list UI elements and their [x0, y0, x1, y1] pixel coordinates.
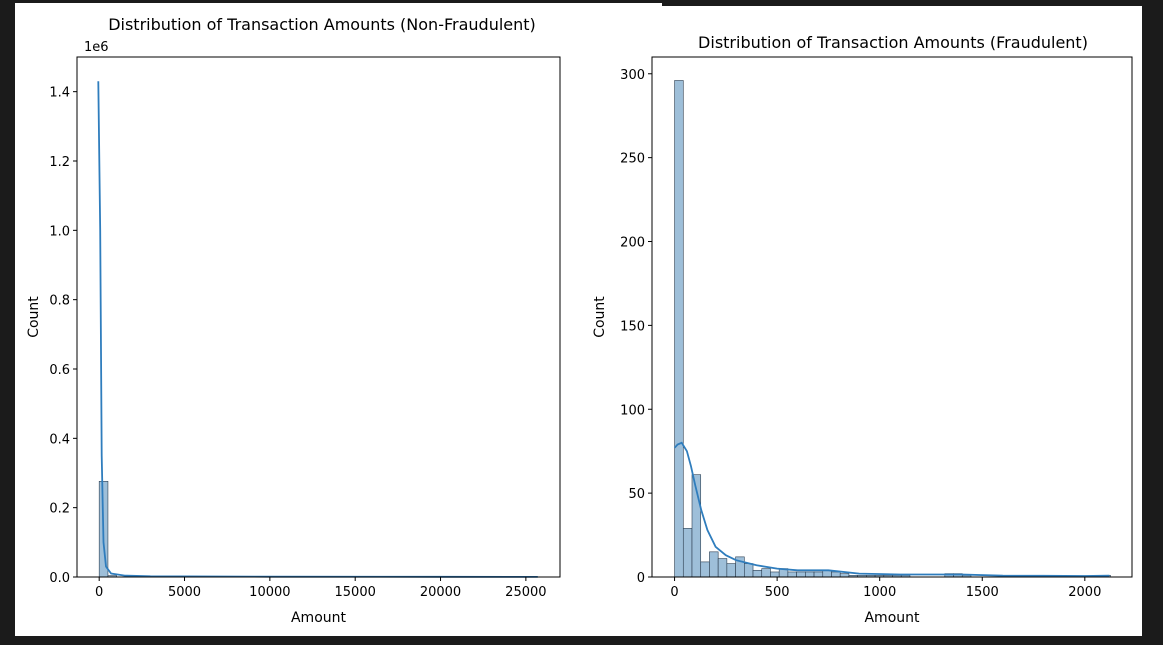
- kde-line: [673, 441, 1110, 577]
- y-tick-label: 0.8: [49, 294, 70, 309]
- x-tick-label: 10000: [249, 585, 290, 600]
- histogram-bar: [787, 571, 797, 578]
- x-tick-label: 1500: [966, 585, 999, 600]
- x-tick-label: 25000: [505, 585, 546, 600]
- y-tick-label: 1.2: [49, 155, 70, 170]
- histogram-bar: [831, 571, 841, 578]
- histogram-bar: [726, 563, 736, 578]
- histogram-bar: [744, 563, 754, 578]
- x-tick-label: 20000: [420, 585, 461, 600]
- plot-frame: [76, 56, 561, 578]
- chart-title: Distribution of Transaction Amounts (Non…: [108, 15, 536, 34]
- x-tick-label: 1000: [863, 585, 896, 600]
- y-tick-label: 250: [620, 152, 645, 167]
- chart-panel-2: 0 500 1000 1500 2000 0 50 100 150 200 250 300 Distri…: [592, 33, 1133, 626]
- histogram-bar: [796, 571, 806, 578]
- histogram-bar: [805, 571, 815, 578]
- y-tick-label: 0.4: [49, 432, 70, 447]
- y-tick-label: 200: [620, 236, 645, 251]
- plot-frame: [651, 56, 1133, 578]
- y-tick-label: 1.0: [49, 224, 70, 239]
- x-tick-label: 0: [670, 585, 678, 600]
- figure-top-strip: [662, 0, 1163, 6]
- y-axis-offset-label: 1e6: [84, 40, 109, 55]
- y-tick-label: 50: [628, 487, 645, 502]
- y-axis-label: Count: [26, 296, 42, 338]
- x-tick-label: 15000: [335, 585, 376, 600]
- histogram-bar: [761, 568, 771, 578]
- chart-panel-1: 0 5000 10000 15000 20000 25000 0.0 0.2 0.4 0.6 0.8…: [26, 15, 561, 626]
- histogram-bar: [717, 558, 728, 578]
- chart-title: Distribution of Transaction Amounts (Fra…: [698, 33, 1088, 52]
- histogram-bar: [752, 569, 763, 578]
- y-tick-label: 100: [620, 403, 645, 418]
- y-axis-label: Count: [592, 296, 608, 338]
- x-tick-label: 0: [95, 585, 103, 600]
- y-tick-label: 0.6: [49, 363, 70, 378]
- y-tick-label: 0.2: [49, 502, 70, 517]
- histogram-bar: [700, 561, 710, 578]
- histogram-bar: [709, 551, 719, 578]
- x-axis-label: Amount: [291, 610, 347, 626]
- y-tick-label: 0: [637, 571, 645, 586]
- histogram-bar: [682, 528, 693, 578]
- y-tick-label: 1.4: [49, 86, 70, 101]
- y-tick-label: 0.0: [49, 571, 70, 586]
- histogram-bar: [770, 571, 780, 578]
- histogram-bar: [839, 573, 850, 578]
- figure-background: [15, 3, 1142, 636]
- histogram-bar: [674, 80, 684, 578]
- y-tick-label: 150: [620, 319, 645, 334]
- histogram-bar: [813, 571, 824, 578]
- x-tick-label: 500: [765, 585, 790, 600]
- x-axis-label: Amount: [864, 610, 920, 626]
- x-tick-label: 5000: [168, 585, 201, 600]
- x-tick-label: 2000: [1068, 585, 1101, 600]
- y-tick-label: 300: [620, 68, 645, 83]
